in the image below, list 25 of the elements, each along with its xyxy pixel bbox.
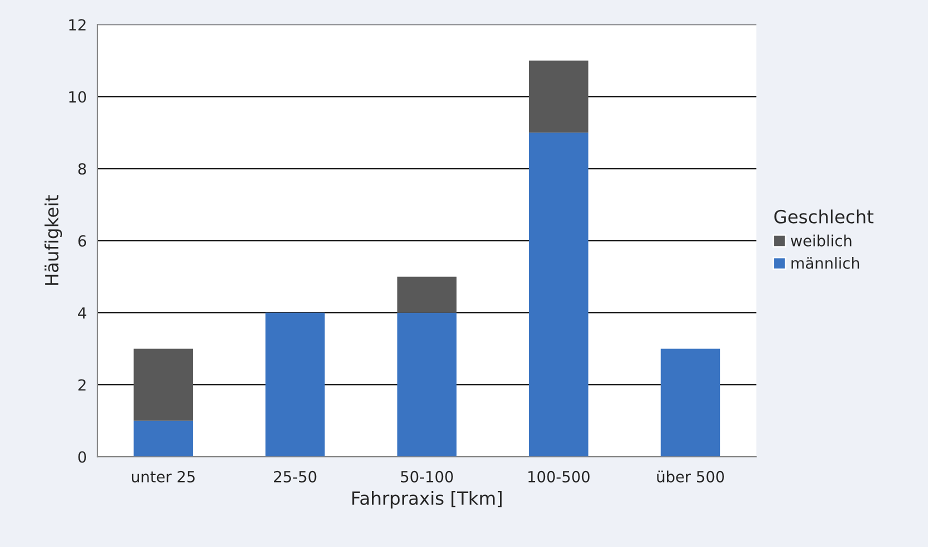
x-tick-label: 50-100 bbox=[401, 470, 453, 482]
legend-title: Geschlecht bbox=[774, 210, 874, 224]
x-axis-title: Fahrpraxis [Tkm] bbox=[352, 490, 502, 508]
x-tick-label: 25-50 bbox=[274, 470, 316, 482]
bar bbox=[529, 132, 588, 457]
legend-label: weiblich bbox=[790, 234, 852, 246]
bar bbox=[397, 276, 457, 313]
bar bbox=[134, 348, 193, 421]
y-tick-label: 0 bbox=[78, 451, 86, 463]
bar bbox=[660, 348, 720, 457]
x-tick-label: 100-500 bbox=[528, 470, 590, 482]
y-tick-label: 6 bbox=[78, 235, 86, 247]
bar bbox=[265, 312, 325, 457]
y-tick-label: 8 bbox=[78, 163, 86, 175]
y-tick-label: 2 bbox=[78, 379, 86, 391]
y-tick-label: 4 bbox=[78, 307, 86, 319]
x-tick-label: über 500 bbox=[657, 470, 724, 482]
bar bbox=[529, 60, 588, 133]
legend-label: männlich bbox=[792, 257, 860, 269]
bar bbox=[397, 312, 457, 457]
bar bbox=[134, 420, 193, 457]
y-axis-title: Häufigkeit bbox=[44, 195, 62, 285]
y-tick-label: 10 bbox=[69, 91, 86, 103]
x-tick-label: unter 25 bbox=[132, 470, 195, 482]
y-tick-label: 12 bbox=[69, 19, 86, 30]
